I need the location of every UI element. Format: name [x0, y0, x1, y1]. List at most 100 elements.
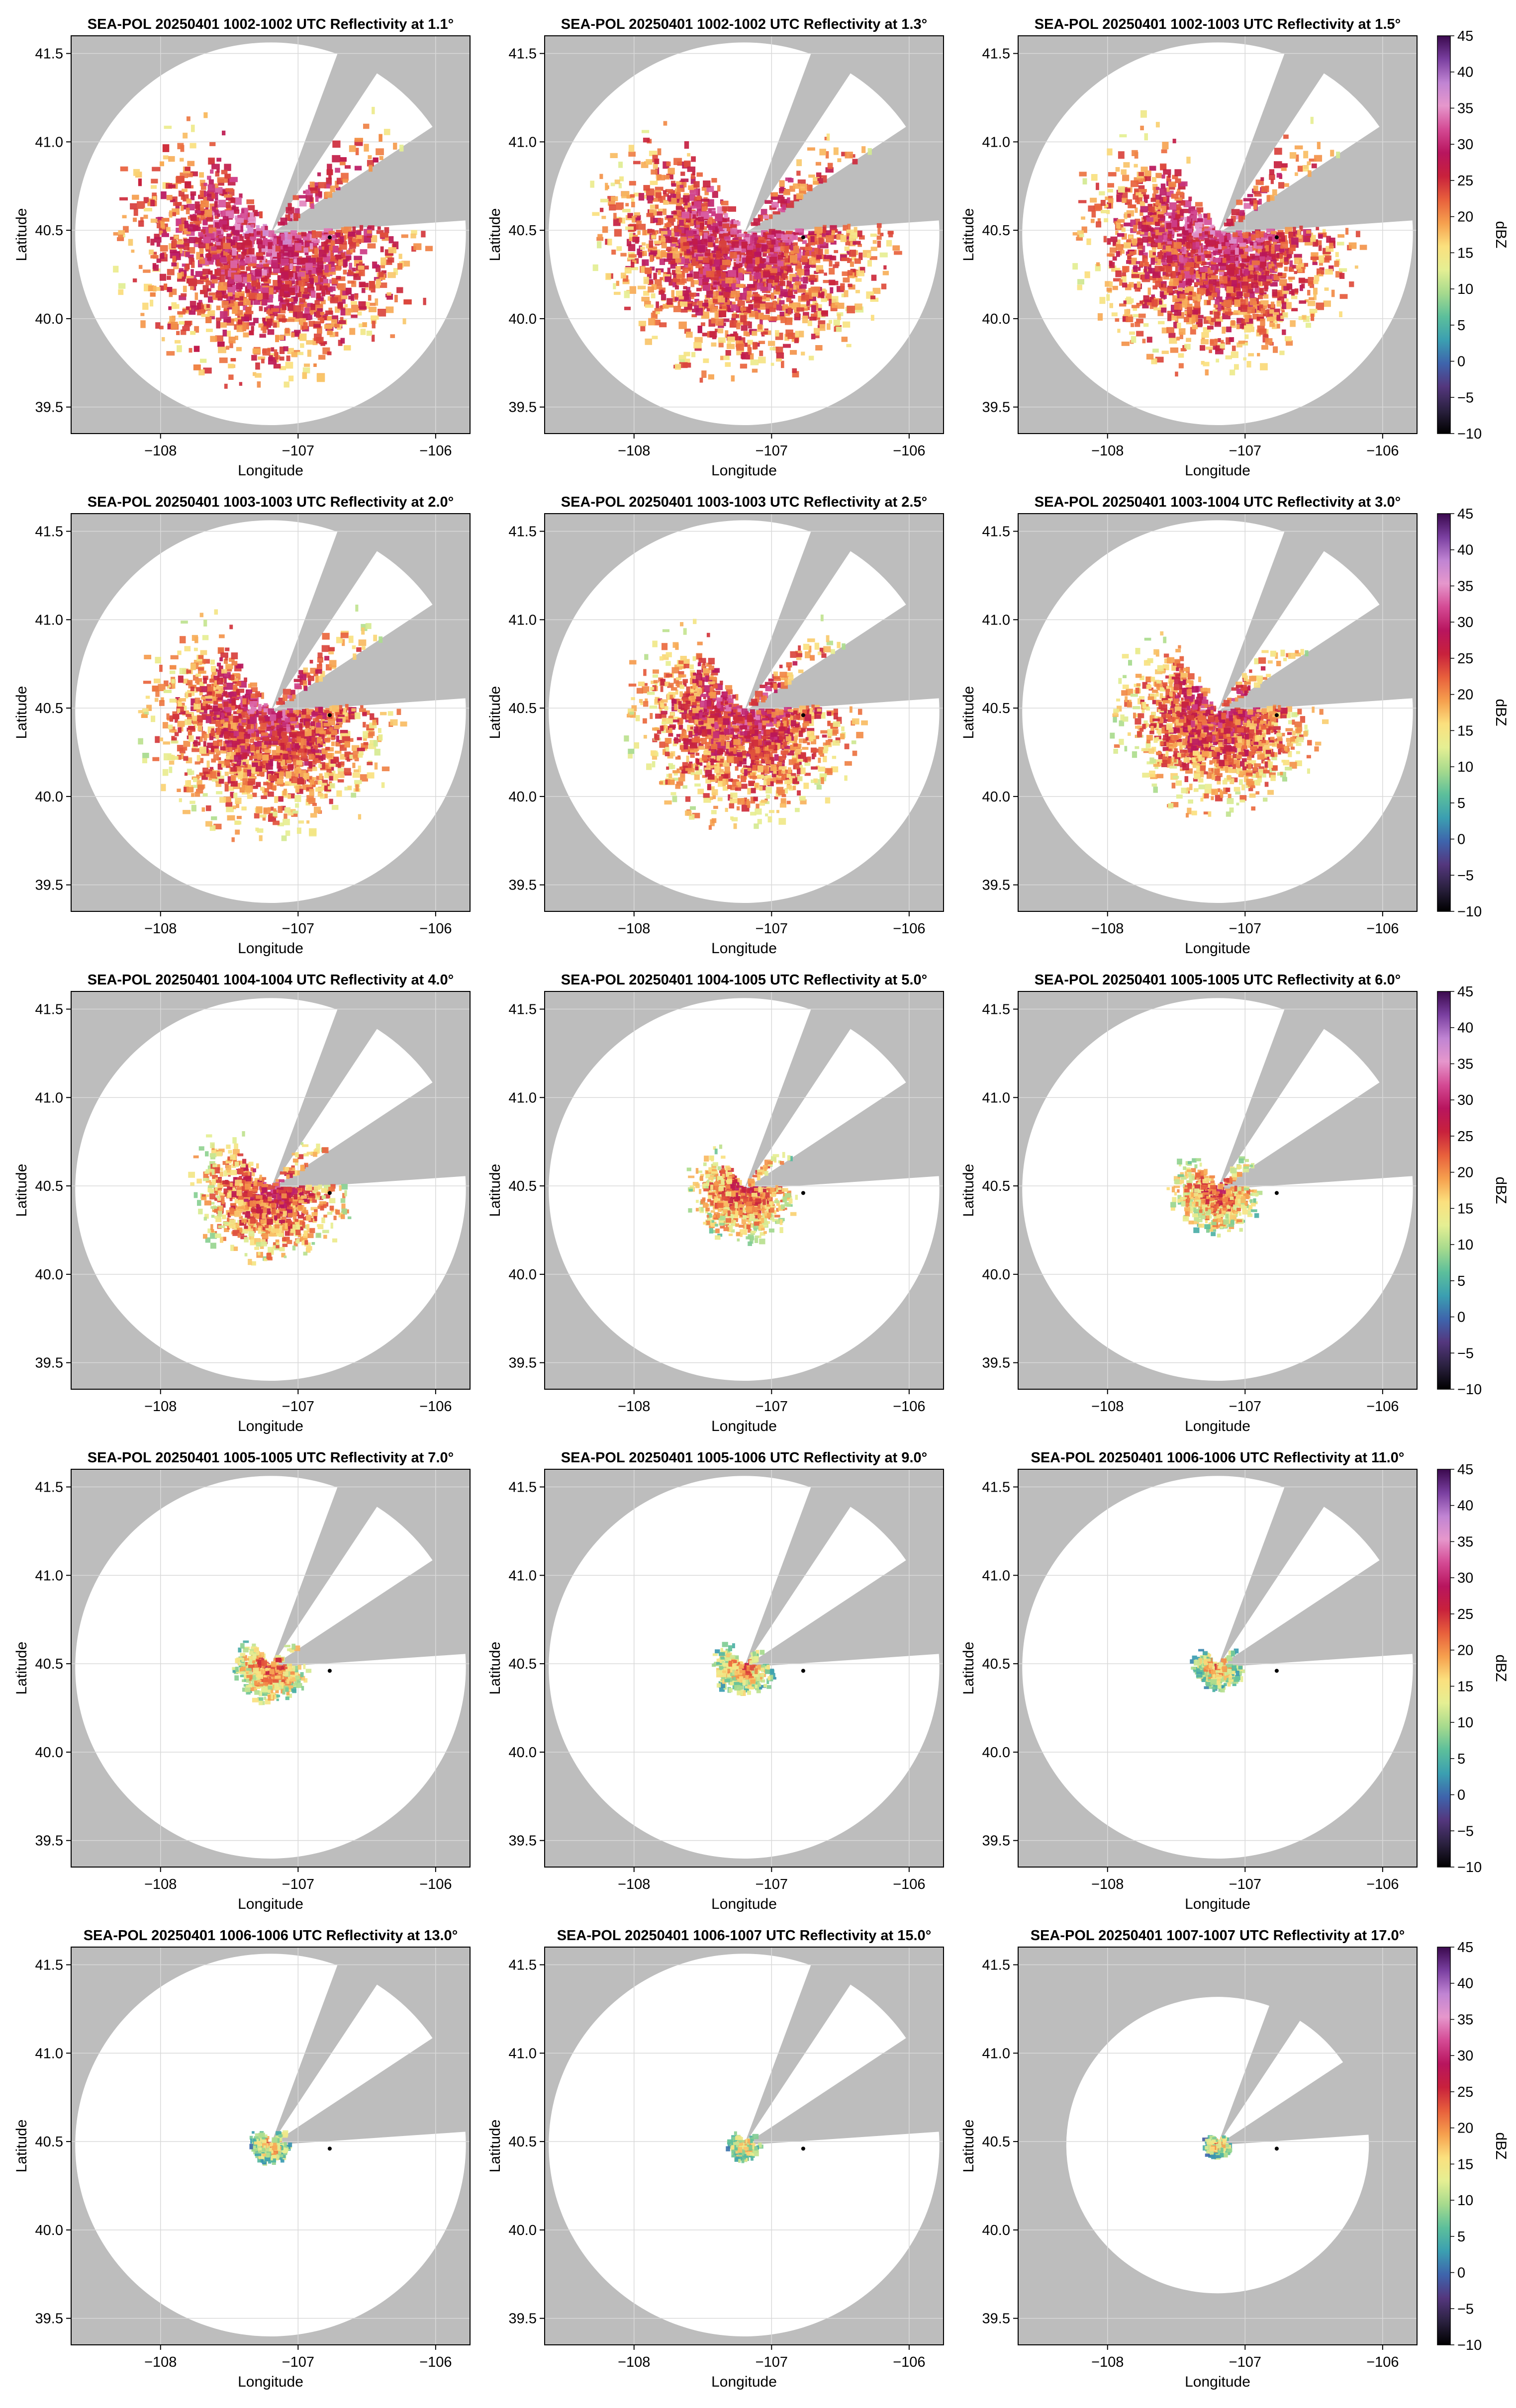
echo-pixel — [168, 306, 172, 310]
echo-pixel — [247, 274, 251, 282]
echo-pixel — [688, 185, 694, 190]
echo-pixel — [1314, 155, 1322, 162]
echo-pixel — [610, 153, 618, 158]
echo-pixel — [371, 315, 379, 320]
echo-pixel — [776, 304, 781, 310]
echo-pixel — [217, 177, 226, 182]
echo-pixel — [317, 258, 323, 263]
echo-pixel — [187, 116, 190, 121]
echo-pixel — [191, 258, 194, 262]
echo-pixel — [643, 185, 650, 191]
echo-pixel — [308, 315, 313, 320]
echo-pixel — [181, 293, 187, 297]
echo-pixel — [226, 346, 229, 350]
echo-pixel — [1291, 308, 1298, 312]
echo-pixel — [245, 257, 250, 264]
echo-pixel — [168, 184, 176, 188]
echo-pixel — [152, 167, 160, 172]
y-tick-label: 40.0 — [509, 311, 537, 327]
echo-pixel — [355, 294, 358, 300]
echo-pixel — [1234, 364, 1239, 369]
echo-pixel — [177, 241, 184, 244]
echo-pixel — [638, 252, 642, 258]
echo-pixel — [186, 264, 190, 269]
echo-pixel — [834, 250, 838, 253]
echo-pixel — [809, 317, 817, 321]
echo-pixel — [207, 288, 211, 292]
echo-pixel — [279, 318, 287, 322]
echo-pixel — [176, 245, 185, 248]
echo-pixel — [306, 340, 313, 345]
echo-pixel — [324, 265, 329, 273]
echo-pixel — [1287, 283, 1292, 290]
echo-pixel — [281, 284, 289, 291]
echo-pixel — [810, 236, 814, 242]
echo-pixel — [681, 278, 686, 283]
echo-pixel — [284, 381, 289, 387]
echo-pixel — [318, 182, 327, 188]
echo-pixel — [403, 318, 406, 324]
echo-pixel — [1122, 175, 1129, 181]
echo-pixel — [209, 142, 215, 146]
echo-pixel — [712, 267, 715, 271]
echo-pixel — [714, 260, 720, 265]
echo-pixel — [320, 312, 325, 315]
echo-pixel — [651, 293, 656, 298]
echo-pixel — [795, 313, 800, 317]
echo-pixel — [298, 280, 305, 286]
echo-pixel — [200, 200, 209, 207]
echo-pixel — [765, 302, 773, 309]
echo-pixel — [687, 167, 696, 172]
echo-pixel — [217, 214, 220, 217]
echo-pixel — [718, 329, 724, 334]
echo-pixel — [736, 284, 744, 287]
echo-pixel — [276, 246, 281, 252]
echo-pixel — [288, 375, 293, 381]
echo-pixel — [673, 158, 682, 165]
echo-pixel — [1243, 357, 1247, 360]
echo-pixel — [216, 169, 220, 173]
echo-pixel — [756, 244, 760, 248]
echo-pixel — [658, 148, 662, 155]
echo-pixel — [113, 266, 118, 273]
echo-pixel — [723, 224, 730, 229]
echo-pixel — [1131, 180, 1138, 187]
echo-pixel — [611, 250, 616, 255]
echo-pixel — [675, 364, 681, 370]
echo-pixel — [163, 144, 169, 152]
echo-pixel — [341, 338, 345, 344]
echo-pixel — [1077, 285, 1082, 290]
y-tick-label: 41.5 — [35, 46, 63, 62]
echo-pixel — [230, 261, 237, 268]
echo-pixel — [815, 345, 822, 351]
echo-pixel — [273, 322, 277, 328]
echo-pixel — [1192, 316, 1195, 324]
echo-pixel — [691, 352, 695, 357]
echo-pixel — [174, 236, 178, 239]
echo-pixel — [319, 285, 328, 290]
echo-pixel — [842, 337, 848, 342]
echo-pixel — [1158, 242, 1161, 248]
echo-pixel — [336, 233, 340, 237]
echo-pixel — [259, 306, 263, 311]
echo-pixel — [293, 213, 298, 221]
echo-pixel — [686, 249, 690, 254]
echo-pixel — [215, 192, 218, 200]
echo-pixel — [849, 250, 856, 257]
echo-pixel — [1107, 149, 1112, 156]
echo-pixel — [232, 248, 237, 256]
echo-pixel — [809, 258, 816, 265]
echo-pixel — [614, 292, 621, 295]
echo-pixel — [393, 143, 397, 150]
panel-title: SEA-POL 20250401 1002-1002 UTC Reflectiv… — [561, 16, 927, 32]
echo-pixel — [1248, 353, 1254, 357]
echo-pixel — [781, 235, 788, 241]
echo-pixel — [376, 148, 384, 155]
echo-pixel — [736, 258, 739, 264]
echo-pixel — [830, 281, 839, 285]
echo-pixel — [343, 179, 349, 183]
echo-pixel — [752, 369, 758, 373]
echo-pixel — [220, 322, 227, 328]
echo-pixel — [837, 314, 841, 320]
echo-pixel — [161, 221, 165, 228]
